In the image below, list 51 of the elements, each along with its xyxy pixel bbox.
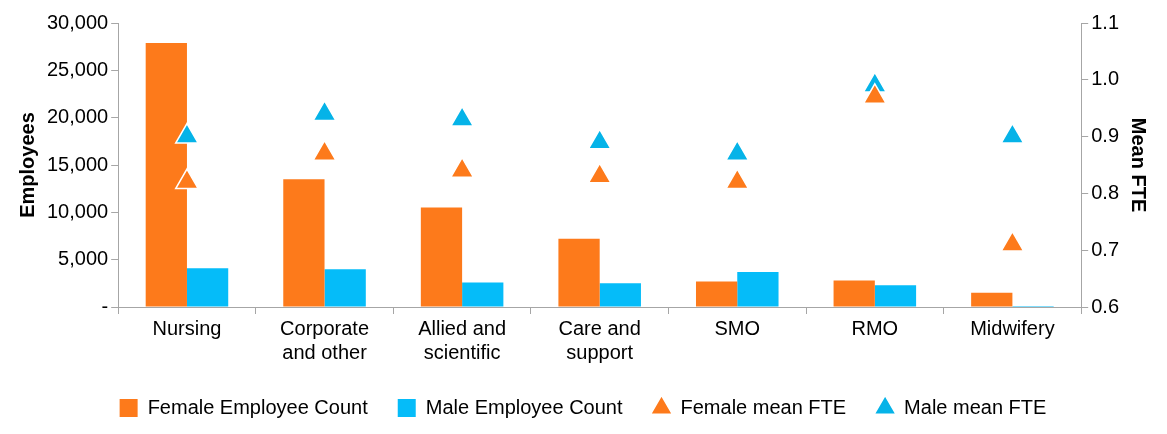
bar [186, 268, 229, 307]
bar [324, 269, 366, 307]
y2-tick-label: 0.9 [1091, 124, 1120, 147]
y-tick-label: - [101, 294, 109, 317]
x-tick-label: Care and support [558, 316, 641, 363]
point [587, 162, 612, 184]
point [312, 100, 337, 122]
bar [420, 207, 463, 307]
bar [462, 282, 504, 307]
y2-tick-label: 0.8 [1091, 180, 1120, 203]
point [450, 156, 475, 178]
bar [833, 280, 875, 307]
y-tick-label: 5,000 [58, 247, 109, 270]
bar [283, 179, 325, 307]
point [312, 139, 337, 161]
x-tick-label: Corporate and other [280, 316, 369, 363]
x-tick-label: Midwifery [970, 316, 1055, 339]
point [587, 128, 612, 150]
point [725, 168, 750, 190]
legend-label: Female Employee Count [147, 395, 369, 418]
y-tick-label: 15,000 [47, 152, 109, 175]
legend-label: Female mean FTE [680, 395, 847, 418]
y-tick-label: 20,000 [47, 105, 109, 128]
x-tick-label: RMO [851, 316, 899, 339]
bar [558, 238, 600, 307]
x-tick-label: SMO [714, 316, 761, 339]
x-tick-label: Allied and scientific [418, 316, 507, 363]
y2-tick-label: 0.6 [1091, 294, 1120, 317]
legend-label: Male mean FTE [904, 395, 1047, 418]
y2-axis-title: Mean FTE [1128, 117, 1151, 213]
point [862, 83, 887, 105]
y2-tick-label: 1.1 [1091, 10, 1120, 33]
y-tick-label: 10,000 [47, 199, 109, 222]
y2-tick-label: 1.0 [1091, 67, 1120, 90]
bar [695, 281, 738, 307]
point [1000, 230, 1025, 252]
x-tick-label: Nursing [152, 316, 222, 339]
y-axis-title: Employees [15, 112, 38, 218]
bar [874, 285, 917, 307]
bar [737, 271, 779, 307]
y-tick-label: 25,000 [47, 57, 109, 80]
bar [599, 283, 641, 307]
point [174, 168, 199, 190]
y2-tick-label: 0.7 [1091, 237, 1120, 260]
bar [971, 292, 1013, 307]
legend-label: Male Employee Count [425, 395, 623, 418]
point [450, 105, 475, 127]
point [174, 122, 199, 144]
point [725, 139, 750, 161]
point [1000, 122, 1025, 144]
y-tick-label: 30,000 [47, 10, 109, 33]
